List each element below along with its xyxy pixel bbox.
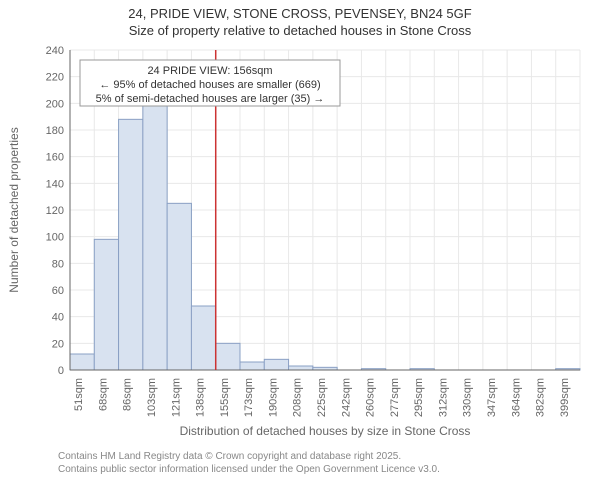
x-tick-label: 68sqm — [97, 378, 109, 411]
x-tick-label: 312sqm — [437, 378, 449, 417]
annotation-line-3: 5% of semi-detached houses are larger (3… — [96, 93, 325, 105]
x-tick-label: 155sqm — [219, 378, 231, 417]
x-tick-label: 121sqm — [170, 378, 182, 417]
chart-titles: 24, PRIDE VIEW, STONE CROSS, PEVENSEY, B… — [0, 0, 600, 40]
x-tick-label: 260sqm — [365, 378, 377, 417]
svg-text:80: 80 — [52, 258, 64, 270]
histogram-chart: 0 20 40 60 80 100 120 140 160 180 200 220 240 51sqm 68… — [0, 40, 600, 450]
x-tick-label: 295sqm — [413, 378, 425, 417]
histogram-bar — [94, 239, 118, 370]
x-tick-label: 347sqm — [486, 378, 498, 417]
svg-text:160: 160 — [46, 151, 64, 163]
x-tick-label: 364sqm — [510, 378, 522, 417]
histogram-bar — [70, 354, 94, 370]
x-tick-label: 103sqm — [146, 378, 158, 417]
x-axis-title: Distribution of detached houses by size … — [180, 424, 471, 438]
x-tick-label: 277sqm — [389, 378, 401, 417]
x-tick-label: 86sqm — [122, 378, 134, 411]
x-tick-label: 190sqm — [267, 378, 279, 417]
histogram-bar — [264, 359, 288, 370]
svg-text:180: 180 — [46, 125, 64, 137]
svg-text:20: 20 — [52, 338, 64, 350]
svg-text:40: 40 — [52, 311, 64, 323]
x-tick-label: 208sqm — [292, 378, 304, 417]
x-tick-label: 51sqm — [73, 378, 85, 411]
chart-container: 24, PRIDE VIEW, STONE CROSS, PEVENSEY, B… — [0, 0, 600, 500]
y-axis-title: Number of detached properties — [7, 127, 21, 292]
svg-text:0: 0 — [58, 365, 64, 377]
footer-line-1: Contains HM Land Registry data © Crown c… — [58, 450, 600, 463]
histogram-bar — [143, 103, 167, 370]
histogram-bar — [216, 343, 240, 370]
annotation-line-1: 24 PRIDE VIEW: 156sqm — [147, 65, 272, 77]
svg-text:60: 60 — [52, 285, 64, 297]
title-line-1: 24, PRIDE VIEW, STONE CROSS, PEVENSEY, B… — [0, 6, 600, 23]
footer-line-2: Contains public sector information licen… — [58, 463, 600, 476]
x-tick-label: 173sqm — [243, 378, 255, 417]
histogram-bar — [119, 119, 143, 370]
histogram-bar — [191, 306, 215, 370]
title-line-2: Size of property relative to detached ho… — [0, 23, 600, 40]
x-tick-label: 382sqm — [535, 378, 547, 417]
x-tick-label: 242sqm — [340, 378, 352, 417]
svg-text:200: 200 — [46, 98, 64, 110]
annotation-line-2: ← 95% of detached houses are smaller (66… — [99, 79, 320, 91]
histogram-bar — [240, 362, 264, 370]
x-tick-label: 330sqm — [462, 378, 474, 417]
footer-credit: Contains HM Land Registry data © Crown c… — [0, 450, 600, 476]
x-tick-label: 225sqm — [316, 378, 328, 417]
svg-text:140: 140 — [46, 178, 64, 190]
x-tick-label: 138sqm — [195, 378, 207, 417]
svg-text:120: 120 — [46, 205, 64, 217]
svg-text:240: 240 — [46, 45, 64, 57]
svg-text:100: 100 — [46, 231, 64, 243]
histogram-bar — [289, 366, 313, 370]
svg-text:220: 220 — [46, 71, 64, 83]
histogram-bar — [167, 203, 191, 370]
x-tick-label: 399sqm — [559, 378, 571, 417]
